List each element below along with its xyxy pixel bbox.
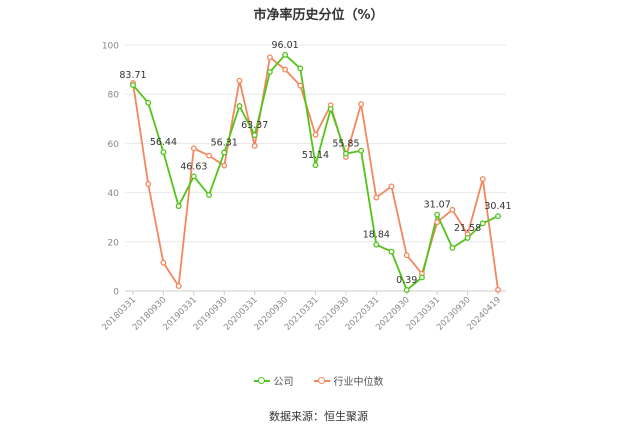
data-point-company — [495, 213, 501, 220]
data-point-company — [312, 162, 319, 169]
data-label: 31.07 — [424, 200, 451, 211]
y-tick-label: 20 — [108, 238, 120, 248]
y-tick-label: 0 — [113, 288, 119, 298]
data-point-company — [449, 244, 456, 251]
data-label: 83.71 — [119, 70, 146, 81]
y-tick-label: 60 — [108, 140, 120, 150]
y-tick-label: 80 — [108, 91, 120, 101]
data-point-company — [206, 192, 212, 199]
data-label: 56.44 — [150, 137, 177, 148]
data-point-industry-median — [206, 152, 212, 159]
y-tick-label: 40 — [108, 189, 120, 199]
data-point-industry-median — [358, 101, 365, 107]
data-point-company — [403, 287, 410, 293]
data-label: 96.01 — [271, 40, 298, 51]
data-point-industry-median — [403, 252, 410, 259]
data-label: 56.31 — [211, 137, 238, 148]
data-point-industry-median — [266, 54, 273, 61]
data-point-company — [236, 103, 243, 109]
data-point-industry-median — [236, 77, 243, 84]
data-point-company — [160, 149, 167, 156]
data-point-industry-median — [190, 145, 197, 152]
data-point-company — [266, 69, 273, 76]
data-label: 63.37 — [241, 120, 268, 131]
data-point-company — [434, 211, 441, 218]
data-label: 30.41 — [484, 201, 511, 212]
chart-legend: 公司 行业中位数 — [0, 373, 637, 388]
data-point-industry-median — [221, 162, 228, 169]
data-point-industry-median — [297, 82, 304, 89]
legend-company-label: 公司 — [273, 377, 294, 388]
data-point-industry-median — [373, 194, 380, 201]
data-point-company — [464, 234, 471, 241]
data-point-industry-median — [145, 181, 152, 187]
data-point-company — [342, 150, 349, 157]
data-point-industry-median — [434, 219, 441, 226]
data-point-industry-median — [251, 142, 258, 149]
data-point-industry-median — [175, 283, 182, 290]
data-point-company — [419, 274, 425, 281]
data-point-industry-median — [449, 206, 456, 213]
y-tick-label: 100 — [102, 42, 119, 52]
data-point-industry-median — [312, 131, 319, 138]
data-point-company — [130, 82, 136, 89]
data-point-company — [190, 173, 197, 180]
legend-industry-label: 行业中位数 — [333, 377, 384, 388]
chart-title: 市净率历史分位（%） — [253, 8, 384, 23]
legend-item-company[interactable]: 公司 — [253, 373, 294, 388]
legend-company-icon — [253, 376, 270, 385]
data-point-company — [327, 106, 334, 112]
data-point-company — [373, 241, 380, 248]
data-point-company — [358, 147, 365, 154]
data-label: 51.14 — [302, 150, 329, 161]
data-point-company — [282, 51, 289, 58]
series-line-company — [132, 53, 499, 291]
data-point-company — [145, 99, 152, 106]
data-point-industry-median — [282, 66, 289, 73]
data-point-company — [175, 203, 182, 210]
data-point-company — [388, 248, 395, 255]
data-point-industry-median — [160, 259, 167, 266]
data-point-industry-median — [479, 176, 486, 183]
data-label: 0.39 — [396, 275, 417, 286]
data-label: 18.84 — [363, 230, 390, 241]
data-point-company — [479, 220, 486, 227]
legend-item-industry-median[interactable]: 行业中位数 — [313, 373, 384, 388]
data-point-industry-median — [388, 183, 395, 190]
data-point-company — [297, 65, 304, 72]
legend-industry-icon — [313, 376, 330, 385]
data-point-industry-median — [495, 286, 501, 293]
data-label: 21.58 — [454, 223, 481, 234]
data-point-company — [221, 149, 228, 156]
data-label: 46.63 — [180, 161, 207, 172]
data-source-note: 数据来源：恒生聚源 — [269, 410, 368, 423]
series-line-industry-median — [132, 56, 499, 290]
data-point-company — [251, 132, 258, 139]
data-label: 55.85 — [332, 139, 359, 150]
